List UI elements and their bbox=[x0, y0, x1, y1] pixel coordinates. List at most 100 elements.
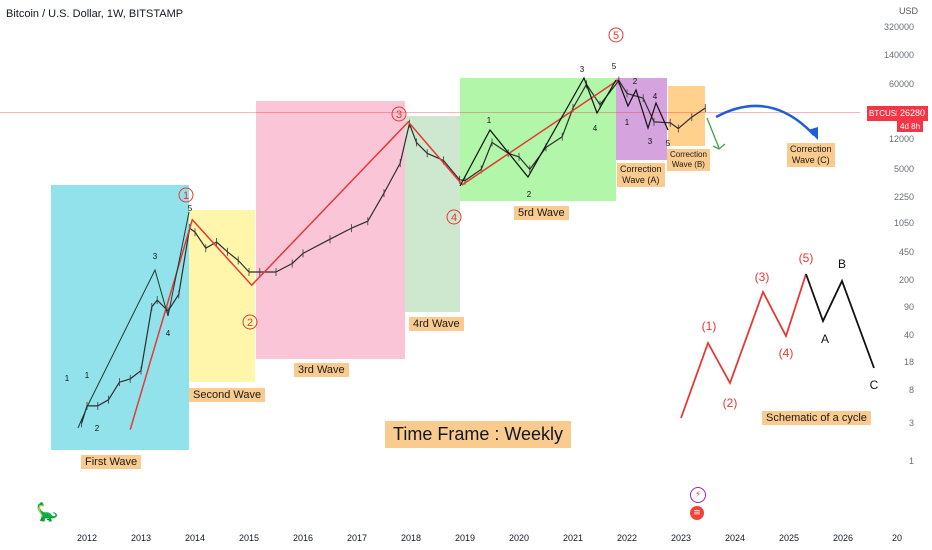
x-tick-label: 2016 bbox=[292, 533, 314, 543]
time-frame-label: Time Frame : Weekly bbox=[385, 421, 572, 448]
x-tick-label: 2018 bbox=[400, 533, 422, 543]
sub-marker-w1_5: 5 bbox=[188, 204, 193, 213]
y-tick-label: 3 bbox=[908, 418, 914, 429]
sub-marker-a_2: 2 bbox=[633, 77, 638, 86]
correction-b-label: Correction Wave (B) bbox=[667, 149, 710, 171]
sub-marker-w5_4: 4 bbox=[593, 124, 598, 133]
y-tick-label: 12000 bbox=[888, 134, 914, 145]
x-tick-label: 2021 bbox=[562, 533, 584, 543]
chart-title: Bitcoin / U.S. Dollar, 1W, BITSTAMP bbox=[6, 8, 184, 20]
lightning-icon[interactable]: ⚡ bbox=[690, 487, 706, 503]
correction-a-line2: Wave (A) bbox=[622, 175, 660, 185]
x-tick-label: 2024 bbox=[724, 533, 746, 543]
fifth-wave-label: 5rd Wave bbox=[514, 206, 569, 220]
correction-a-label: Correction Wave (A) bbox=[617, 163, 665, 187]
x-tick-label: 2022 bbox=[616, 533, 638, 543]
schematic-label-p5: (5) bbox=[799, 251, 814, 265]
schematic-impulse bbox=[680, 273, 807, 419]
schematic-label-b: B bbox=[838, 257, 846, 271]
y-tick-label: 140000 bbox=[883, 50, 914, 61]
y-tick-label: 200 bbox=[898, 274, 914, 285]
sub-marker-w5_2: 2 bbox=[527, 190, 532, 199]
third-wave-zone bbox=[256, 101, 405, 359]
forecast-arrows bbox=[706, 104, 818, 150]
third-wave-label: 3rd Wave bbox=[294, 363, 349, 377]
sub-marker-w5_1: 1 bbox=[487, 116, 492, 125]
price-symbol: BTCUSD bbox=[867, 106, 904, 121]
correction-a-zone bbox=[616, 78, 667, 160]
sub-marker-w1_2: 2 bbox=[95, 424, 100, 433]
x-tick-label: 2012 bbox=[76, 533, 98, 543]
wave-zones bbox=[51, 78, 705, 450]
fourth-wave-label: 4rd Wave bbox=[409, 317, 464, 331]
x-tick-label: 2026 bbox=[832, 533, 854, 543]
y-tick-label: 60000 bbox=[888, 79, 914, 90]
wave-2-marker: 2 bbox=[247, 317, 253, 329]
wave-1-marker: 1 bbox=[183, 190, 189, 202]
x-tick-label: 2023 bbox=[670, 533, 692, 543]
correction-c-line1: Correction bbox=[790, 144, 832, 154]
tradingview-logo-icon[interactable]: 🦕 bbox=[36, 502, 59, 522]
x-tick-label: 20 bbox=[891, 533, 903, 543]
correction-a-line1: Correction bbox=[620, 164, 662, 174]
wave-3-marker: 3 bbox=[396, 109, 402, 121]
wave-5-circle bbox=[608, 27, 624, 43]
sub-marker-a_4: 4 bbox=[653, 92, 658, 101]
fifth-wave-subwaves bbox=[459, 76, 617, 187]
wave-4-marker: 4 bbox=[451, 212, 457, 224]
y-tick-label: 40 bbox=[903, 329, 914, 340]
candle-countdown: 4d 8h bbox=[897, 121, 924, 132]
blue-arrowhead-icon bbox=[808, 127, 818, 140]
sub-wave-lines bbox=[77, 76, 669, 429]
schematic-label-p4: (4) bbox=[779, 346, 794, 360]
sub-marker-a_1: 1 bbox=[625, 118, 630, 127]
x-tick-label: 2017 bbox=[346, 533, 368, 543]
impulse-wave-line bbox=[129, 78, 620, 430]
fourth-wave-zone bbox=[405, 116, 460, 312]
sub-marker-w1_start: 1 bbox=[65, 374, 70, 383]
schematic-label-p1: (1) bbox=[702, 319, 717, 333]
schematic-label-p3: (3) bbox=[755, 270, 770, 284]
impulse-wave-markers: 1 2 3 4 5 bbox=[178, 27, 624, 330]
y-tick-label: 18 bbox=[903, 357, 914, 368]
schematic-label-p2: (2) bbox=[723, 396, 738, 410]
y-tick-label: 1050 bbox=[893, 217, 914, 228]
y-tick-label: 5000 bbox=[893, 164, 914, 175]
correction-c-label: Correction Wave (C) bbox=[787, 143, 835, 167]
sub-marker-w5_3: 3 bbox=[580, 65, 585, 74]
schematic-label-c: C bbox=[870, 378, 879, 392]
first-wave-subwaves bbox=[77, 211, 190, 429]
x-tick-label: 2015 bbox=[238, 533, 260, 543]
schematic-label-a: A bbox=[821, 332, 829, 346]
x-tick-label: 2013 bbox=[130, 533, 152, 543]
sub-wave-markers: 1 1 2 3 4 5 1 2 3 4 5 1 2 3 4 5 bbox=[65, 62, 671, 433]
sub-marker-w1_4: 4 bbox=[166, 329, 171, 338]
sub-marker-w1_3: 3 bbox=[153, 252, 158, 261]
schematic-label: Schematic of a cycle bbox=[762, 411, 871, 425]
first-wave-zone bbox=[51, 185, 189, 450]
green-forecast-arrow bbox=[706, 117, 720, 149]
sub-marker-w5_5: 5 bbox=[612, 62, 617, 71]
price-value: 26280 bbox=[897, 106, 929, 121]
second-wave-zone bbox=[189, 210, 255, 382]
wave-5-marker: 5 bbox=[613, 30, 619, 42]
us-flag-icon[interactable]: ≡ bbox=[690, 506, 704, 520]
x-tick-label: 2025 bbox=[778, 533, 800, 543]
wave-2-circle bbox=[242, 314, 258, 330]
x-tick-label: 2019 bbox=[454, 533, 476, 543]
wave-1-circle bbox=[178, 187, 194, 203]
y-tick-label: 1 bbox=[908, 456, 914, 466]
second-wave-label: Second Wave bbox=[189, 388, 266, 402]
correction-c-line2: Wave (C) bbox=[791, 155, 830, 165]
y-tick-label: 8 bbox=[908, 384, 914, 395]
x-tick-label: 2020 bbox=[508, 533, 530, 543]
correction-a-subwaves bbox=[617, 79, 669, 131]
correction-b-line1: Correction bbox=[670, 150, 707, 159]
y-tick-label: 450 bbox=[898, 246, 914, 257]
x-tick-label: 2014 bbox=[184, 533, 206, 543]
correction-b-line2: Wave (B) bbox=[671, 160, 705, 169]
wave-4-circle bbox=[446, 209, 462, 225]
y-tick-label: 320000 bbox=[883, 22, 914, 32]
